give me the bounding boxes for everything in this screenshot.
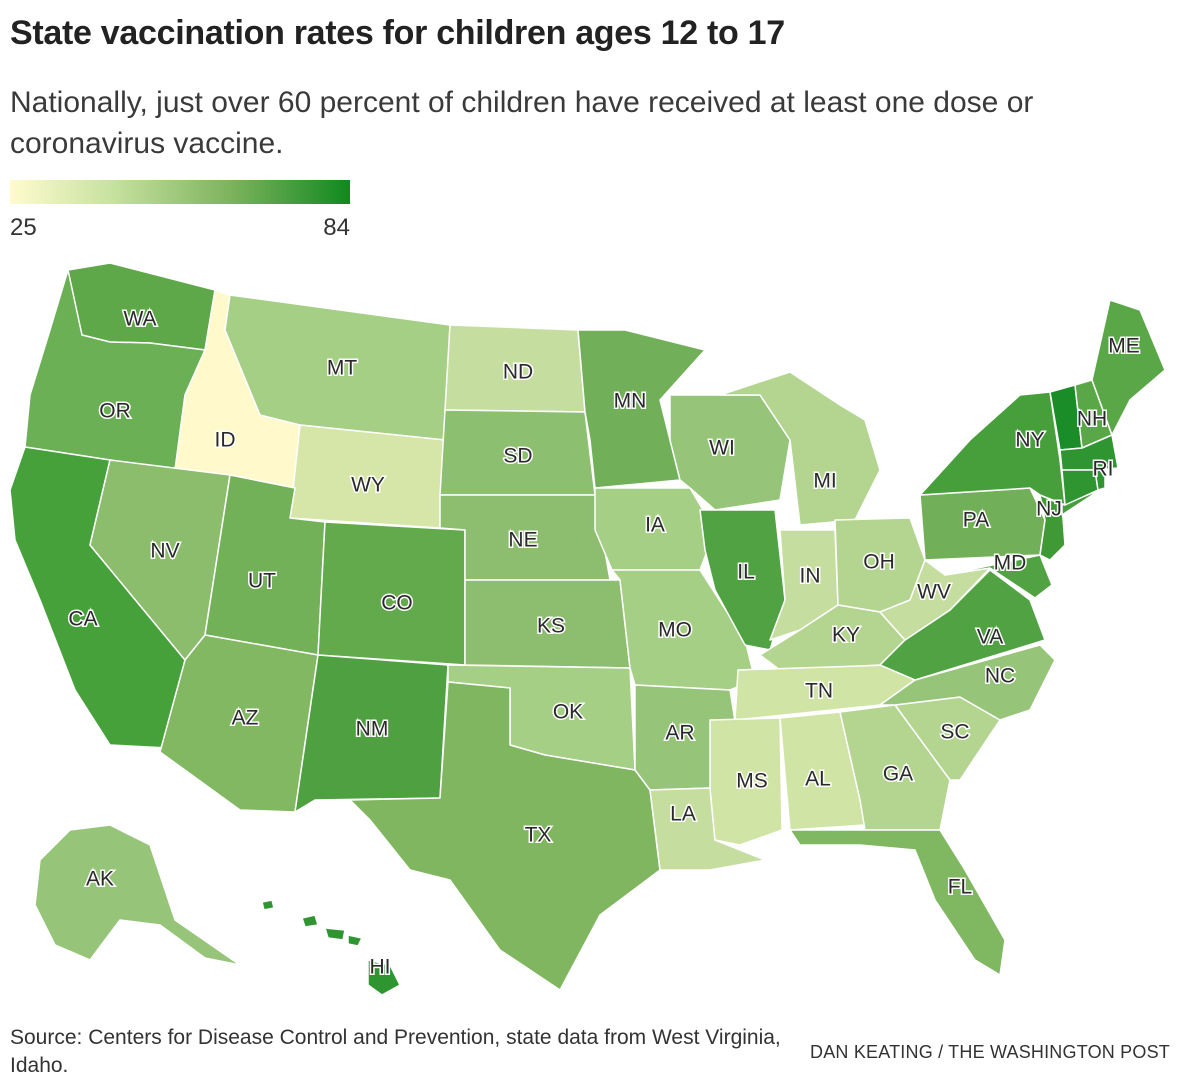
color-legend: 25 84 [10,180,350,241]
label-nd: ND [503,361,533,384]
label-wy: WY [351,474,385,497]
label-ia: IA [645,514,665,537]
label-fl: FL [948,876,973,899]
label-tn: TN [805,680,833,703]
label-tx: TX [525,824,552,847]
label-il: IL [737,561,755,584]
label-ky: KY [832,624,860,647]
label-ga: GA [883,763,913,786]
label-mt: MT [327,357,357,380]
state-mi[interactable] [719,371,881,526]
credit-line: DAN KEATING / THE WASHINGTON POST [810,1042,1170,1062]
label-me: ME [1108,335,1140,358]
label-md: MD [994,552,1027,575]
label-sd: SD [503,445,532,468]
label-va: VA [977,626,1003,649]
label-co: CO [381,592,413,615]
label-ok: OK [553,701,583,724]
legend-min-label: 25 [10,214,37,241]
label-mn: MN [614,390,647,413]
label-mo: MO [658,619,692,642]
label-wi: WI [709,437,735,460]
label-nv: NV [150,540,179,563]
label-ny: NY [1015,429,1044,452]
state-md[interactable] [944,554,1053,599]
us-choropleth-map: WA OR CA ID NV MT WY UT AZ CO NM ND SD N… [9,262,1166,996]
source-note: Source: Centers for Disease Control and … [10,1026,781,1077]
state-tx[interactable] [349,681,661,991]
label-la: LA [670,803,696,826]
label-ks: KS [537,615,565,638]
label-wa: WA [123,308,156,331]
label-sc: SC [940,721,969,744]
label-al: AL [805,768,831,791]
state-hi[interactable] [261,899,401,996]
label-oh: OH [863,551,895,574]
state-il[interactable] [699,509,786,651]
state-fl[interactable] [789,829,1006,976]
label-mi: MI [813,470,836,493]
state-ak[interactable] [34,824,241,966]
label-ms: MS [736,770,768,793]
label-ut: UT [248,570,276,593]
label-ar: AR [665,722,694,745]
label-hi: HI [370,956,391,979]
label-nc: NC [985,665,1015,688]
label-nj: NJ [1036,498,1062,521]
state-nc[interactable] [879,644,1056,721]
chart-subtitle: Nationally, just over 60 percent of chil… [10,86,1034,160]
label-id: ID [215,429,236,452]
chart-title: State vaccination rates for children age… [10,14,785,52]
label-or: OR [99,400,131,423]
label-ne: NE [508,529,537,552]
label-nh: NH [1077,408,1107,431]
label-wv: WV [917,581,951,604]
label-nm: NM [356,718,389,741]
state-ri[interactable] [1094,469,1106,491]
label-in: IN [800,565,821,588]
legend-max-label: 84 [323,214,350,241]
label-ca: CA [68,608,97,631]
label-az: AZ [232,707,259,730]
label-pa: PA [963,509,989,532]
label-ak: AK [86,868,114,891]
label-ri: RI [1093,458,1114,481]
legend-gradient-bar [10,180,350,204]
